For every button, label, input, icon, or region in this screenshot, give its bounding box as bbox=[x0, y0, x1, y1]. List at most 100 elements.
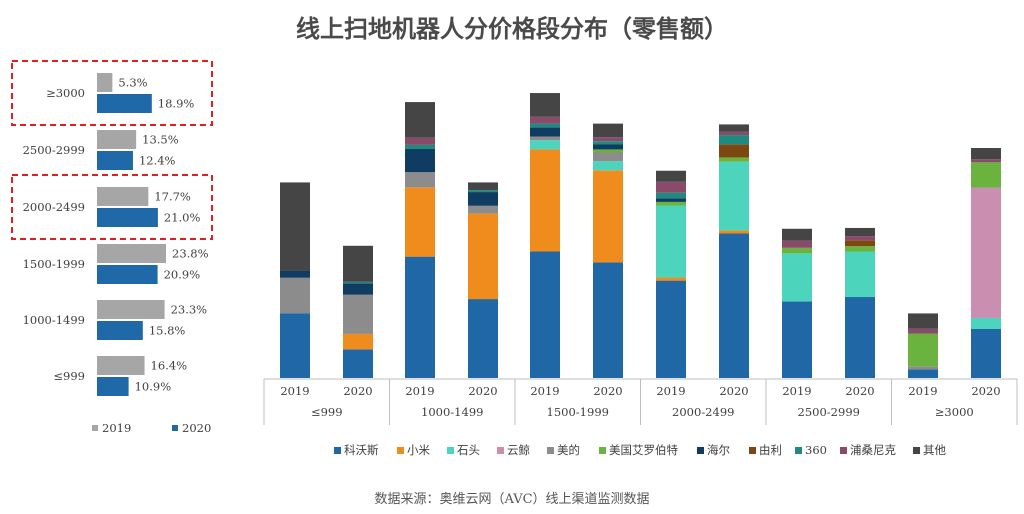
stack-segment-石头 bbox=[656, 205, 686, 278]
stack-segment-海尔 bbox=[656, 198, 686, 202]
share-bar-2020 bbox=[97, 321, 143, 340]
legend-label-360: 360 bbox=[805, 443, 827, 457]
legend-swatch-2020 bbox=[172, 425, 178, 431]
legend-swatch-美国艾罗伯特 bbox=[599, 447, 606, 454]
stack-segment-其他 bbox=[593, 123, 623, 138]
share-value-label: 13.5% bbox=[142, 133, 179, 147]
price-band-label: ≥3000 bbox=[46, 86, 85, 100]
legend-swatch-浦桑尼克 bbox=[840, 447, 847, 454]
stack-segment-科沃斯 bbox=[343, 349, 373, 378]
stack-segment-浦桑尼克 bbox=[405, 137, 435, 145]
legend-label-其他: 其他 bbox=[923, 443, 946, 457]
legend-swatch-石头 bbox=[447, 447, 454, 454]
stack-segment-360 bbox=[343, 281, 373, 284]
stack-segment-美国艾罗伯特 bbox=[971, 162, 1001, 188]
legend-swatch-科沃斯 bbox=[334, 447, 341, 454]
stack-segment-石头 bbox=[971, 317, 1001, 330]
stack-segment-美的 bbox=[405, 172, 435, 188]
share-bar-2020 bbox=[97, 377, 129, 396]
share-value-label: 15.8% bbox=[149, 324, 186, 338]
share-value-label: 16.4% bbox=[151, 359, 188, 373]
legend-label-云鲸: 云鲸 bbox=[507, 443, 530, 457]
price-group-label: ≥3000 bbox=[935, 405, 974, 419]
share-value-label: 23.3% bbox=[171, 303, 208, 317]
stack-segment-小米 bbox=[656, 277, 686, 281]
stack-segment-360 bbox=[656, 192, 686, 199]
stack-segment-科沃斯 bbox=[908, 369, 938, 378]
stack-segment-小米 bbox=[530, 149, 560, 252]
legend-swatch-小米 bbox=[397, 447, 404, 454]
legend-label-科沃斯: 科沃斯 bbox=[344, 443, 379, 457]
stack-segment-海尔 bbox=[405, 149, 435, 173]
stack-segment-小米 bbox=[405, 187, 435, 257]
price-group-label: ≤999 bbox=[311, 405, 343, 419]
stack-segment-浦桑尼克 bbox=[656, 181, 686, 193]
year-tick-label: 2020 bbox=[845, 384, 874, 398]
stack-segment-海尔 bbox=[280, 270, 310, 278]
stack-segment-石头 bbox=[845, 251, 875, 298]
stack-segment-其他 bbox=[908, 313, 938, 329]
year-tick-label: 2019 bbox=[405, 384, 434, 398]
stack-segment-其他 bbox=[343, 245, 373, 282]
share-bar-2020 bbox=[97, 94, 152, 113]
legend-label-美的: 美的 bbox=[557, 443, 580, 457]
share-bar-2019 bbox=[97, 130, 137, 149]
stack-segment-科沃斯 bbox=[405, 256, 435, 378]
legend-label-海尔: 海尔 bbox=[707, 443, 730, 457]
stack-segment-浦桑尼克 bbox=[908, 328, 938, 334]
stack-segment-浦桑尼克 bbox=[719, 131, 749, 136]
stack-segment-美的 bbox=[908, 366, 938, 370]
legend-swatch-2019 bbox=[92, 425, 98, 431]
stack-segment-其他 bbox=[971, 147, 1001, 160]
year-tick-label: 2020 bbox=[343, 384, 372, 398]
legend-swatch-其他 bbox=[913, 447, 920, 454]
legend-swatch-云鲸 bbox=[497, 447, 504, 454]
stack-segment-小米 bbox=[593, 170, 623, 263]
stack-segment-科沃斯 bbox=[593, 262, 623, 378]
stack-segment-海尔 bbox=[343, 283, 373, 295]
stack-segment-其他 bbox=[468, 182, 498, 191]
stack-segment-海尔 bbox=[468, 192, 498, 206]
legend-label-浦桑尼克: 浦桑尼克 bbox=[850, 443, 896, 457]
stack-segment-科沃斯 bbox=[719, 233, 749, 378]
stack-segment-360 bbox=[405, 144, 435, 150]
share-bar-2019 bbox=[97, 356, 145, 375]
brand-stacked-chart bbox=[280, 93, 1001, 378]
stack-segment-小米 bbox=[468, 213, 498, 300]
stack-segment-科沃斯 bbox=[468, 299, 498, 378]
stack-segment-科沃斯 bbox=[845, 297, 875, 378]
share-value-label: 23.8% bbox=[172, 247, 209, 261]
highlight-boxes bbox=[11, 60, 213, 240]
left-legend: 2019 2020 bbox=[92, 421, 211, 435]
stack-segment-其他 bbox=[782, 228, 812, 241]
year-tick-label: 2020 bbox=[719, 384, 748, 398]
price-group-label: 1500-1999 bbox=[547, 405, 609, 419]
legend-label-美国艾罗伯特: 美国艾罗伯特 bbox=[609, 443, 678, 457]
stack-segment-浦桑尼克 bbox=[971, 159, 1001, 163]
price-band-label: 2000-2499 bbox=[23, 200, 85, 214]
share-value-label: 20.9% bbox=[164, 268, 201, 282]
year-tick-label: 2020 bbox=[971, 384, 1000, 398]
stack-segment-科沃斯 bbox=[971, 329, 1001, 378]
legend-swatch-360 bbox=[795, 447, 802, 454]
stack-segment-360 bbox=[719, 135, 749, 145]
legend-label-小米: 小米 bbox=[407, 443, 430, 457]
stack-segment-美的 bbox=[468, 205, 498, 214]
stack-segment-美国艾罗伯特 bbox=[845, 246, 875, 252]
share-value-label: 21.0% bbox=[164, 211, 201, 225]
stack-segment-360 bbox=[593, 141, 623, 145]
stack-segment-海尔 bbox=[593, 144, 623, 150]
stack-segment-云鲸 bbox=[971, 187, 1001, 318]
year-tick-label: 2019 bbox=[530, 384, 559, 398]
legend-label-2019: 2019 bbox=[102, 421, 131, 435]
year-tick-label: 2019 bbox=[908, 384, 937, 398]
source-note: 数据来源：奥维云网（AVC）线上渠道监测数据 bbox=[374, 492, 649, 507]
highlight-box-2000-2499 bbox=[11, 174, 213, 240]
stack-segment-其他 bbox=[530, 93, 560, 117]
legend-swatch-海尔 bbox=[697, 447, 704, 454]
price-group-label: 1000-1499 bbox=[421, 405, 483, 419]
stack-segment-美国艾罗伯特 bbox=[782, 247, 812, 254]
stack-segment-海尔 bbox=[530, 127, 560, 137]
